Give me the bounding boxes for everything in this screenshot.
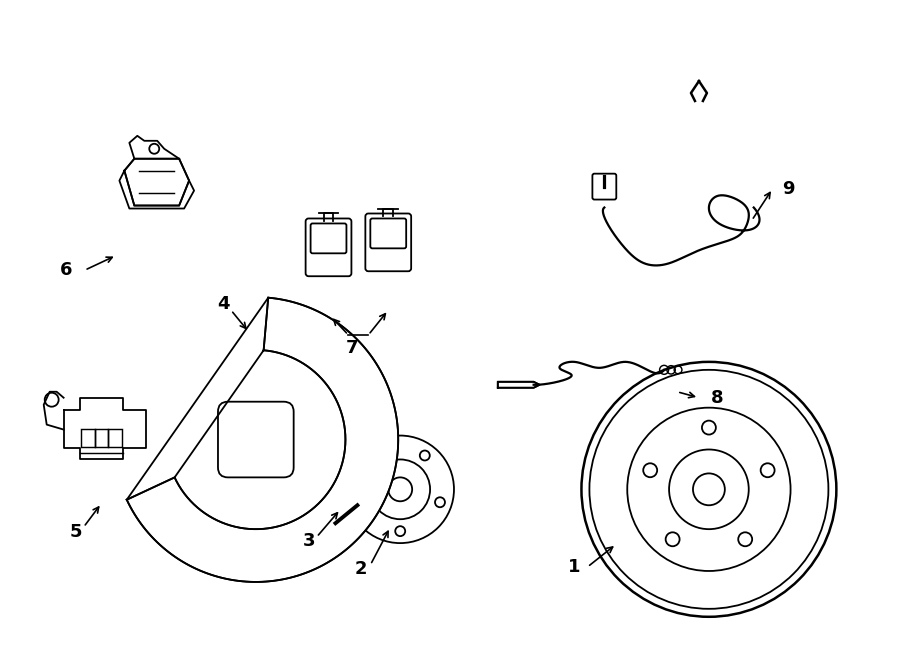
- Polygon shape: [127, 297, 398, 582]
- Text: 9: 9: [782, 180, 795, 198]
- Polygon shape: [124, 159, 189, 206]
- Polygon shape: [498, 382, 540, 388]
- Text: 8: 8: [711, 389, 724, 407]
- Text: 5: 5: [69, 523, 82, 541]
- Text: 1: 1: [568, 558, 580, 576]
- Text: 4: 4: [217, 295, 230, 313]
- Text: 7: 7: [346, 339, 359, 357]
- Text: 2: 2: [354, 560, 366, 578]
- Text: 6: 6: [60, 261, 73, 279]
- Text: 3: 3: [302, 532, 315, 550]
- Polygon shape: [329, 518, 341, 528]
